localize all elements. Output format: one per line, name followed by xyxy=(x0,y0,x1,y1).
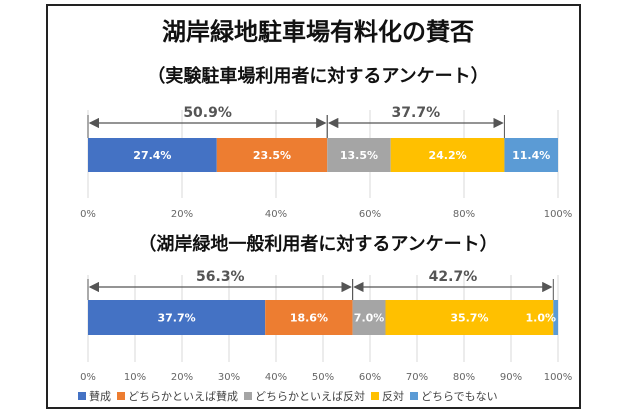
legend-swatch xyxy=(410,392,418,400)
legend-label: どちらかといえば反対 xyxy=(255,389,365,403)
legend-item: どちらでもない xyxy=(410,390,498,403)
bar-segment xyxy=(88,300,266,335)
legend-item: どちらかといえば反対 xyxy=(244,389,365,403)
data-label: 1.0% xyxy=(525,312,556,325)
x-tick-label: 40% xyxy=(265,372,287,383)
chart-2: （湖岸緑地一般利用者に対するアンケート） 0% 10% 20% 30% 40% 50% 60%… xyxy=(80,233,572,383)
x-tick-label: 60% xyxy=(359,209,381,220)
legend-swatch xyxy=(78,392,86,400)
data-label: 7.0% xyxy=(354,312,385,325)
x-tick-label: 80% xyxy=(453,209,475,220)
span-label: 56.3% xyxy=(196,269,245,285)
bar-segment xyxy=(504,138,558,172)
bar-segment xyxy=(88,138,217,172)
chart-subtitle: （実験駐車場利用者に対するアンケート） xyxy=(147,65,488,87)
data-label: 27.4% xyxy=(133,149,171,162)
x-tick-label: 40% xyxy=(265,209,287,220)
bar-segment xyxy=(385,300,554,335)
legend-label: 反対 xyxy=(382,389,404,403)
span-label: 37.7% xyxy=(392,105,441,121)
data-label: 13.5% xyxy=(340,149,378,162)
x-tick-label: 100% xyxy=(544,209,573,220)
legend: 賛成 どちらかといえば賛成 どちらかといえば反対 反対 どちらでもない xyxy=(78,389,498,403)
bar-segment xyxy=(327,138,391,172)
chart-1: （実験駐車場利用者に対するアンケート） 0% 20% 40% 60% 80% 100% 27.… xyxy=(80,65,572,220)
legend-swatch xyxy=(371,392,379,400)
x-tick-label: 20% xyxy=(171,209,193,220)
bar-segment xyxy=(265,300,353,335)
span-label: 42.7% xyxy=(429,269,478,285)
legend-item: 賛成 xyxy=(78,389,111,403)
legend-label: 賛成 xyxy=(89,389,111,403)
x-tick-label: 20% xyxy=(171,372,193,383)
x-tick-label: 0% xyxy=(80,209,96,220)
x-tick-label: 60% xyxy=(359,372,381,383)
chart-frame xyxy=(46,4,581,409)
x-tick-label: 0% xyxy=(80,372,96,383)
span-label: 50.9% xyxy=(183,105,232,121)
chart-subtitle: （湖岸緑地一般利用者に対するアンケート） xyxy=(138,233,497,255)
data-label: 18.6% xyxy=(290,312,328,325)
x-tick-label: 90% xyxy=(500,372,522,383)
legend-item: 反対 xyxy=(371,389,404,403)
x-tick-label: 50% xyxy=(312,372,334,383)
data-label: 35.7% xyxy=(450,312,488,325)
bar-segment xyxy=(553,300,558,335)
data-label: 23.5% xyxy=(253,149,291,162)
chart-title: 湖岸緑地駐車場有料化の賛否 xyxy=(162,18,474,46)
legend-label: どちらでもない xyxy=(421,390,498,403)
x-tick-label: 100% xyxy=(544,372,573,383)
data-label: 37.7% xyxy=(158,312,196,325)
legend-label: どちらかといえば賛成 xyxy=(128,389,238,403)
x-tick-label: 80% xyxy=(453,372,475,383)
x-tick-label: 30% xyxy=(218,372,240,383)
data-label: 11.4% xyxy=(512,149,550,162)
bar-segment xyxy=(352,300,386,335)
x-tick-label: 10% xyxy=(124,372,146,383)
data-label: 24.2% xyxy=(428,149,466,162)
legend-item: どちらかといえば賛成 xyxy=(117,389,238,403)
bar-segment xyxy=(390,138,505,172)
legend-swatch xyxy=(244,392,252,400)
legend-swatch xyxy=(117,392,125,400)
x-tick-label: 70% xyxy=(406,372,428,383)
bar-segment xyxy=(216,138,328,172)
